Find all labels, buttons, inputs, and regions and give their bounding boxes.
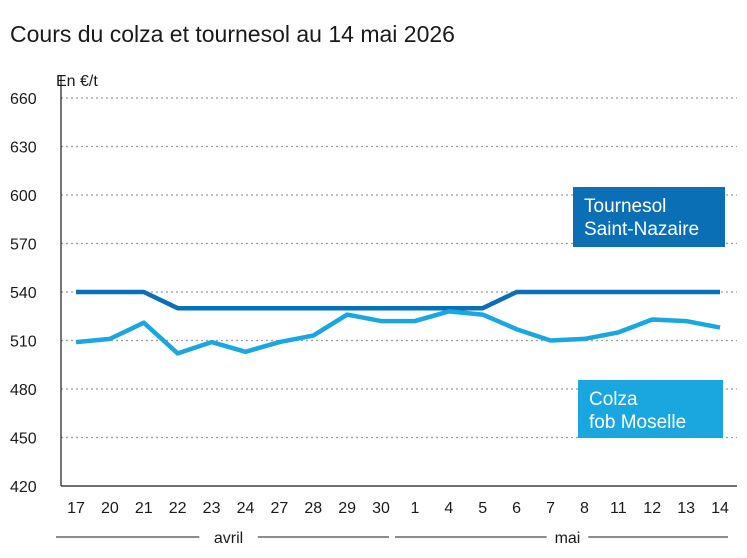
y-tick-label: 660 [10, 91, 37, 108]
series-line-0 [76, 289, 720, 311]
x-tick-label: 8 [580, 500, 589, 517]
y-tick-label: 540 [10, 285, 37, 302]
x-tick-label: 23 [203, 500, 221, 517]
legend-label: Saint-Nazaire [584, 219, 699, 240]
x-tick-label: 22 [169, 500, 187, 517]
x-axis-ticks: 17 20 21 22 23 24 27 28 29 30 1 4 5 6 7 8 11 12 13 14 [67, 500, 729, 517]
x-tick-label: 13 [677, 500, 695, 517]
gridlines [60, 76, 737, 487]
y-axis-label: En €/t [56, 73, 98, 90]
x-tick-label: 27 [270, 500, 288, 517]
x-tick-label: 28 [304, 500, 322, 517]
x-tick-label: 6 [512, 500, 521, 517]
y-tick-label: 630 [10, 140, 37, 157]
y-tick-label: 450 [10, 431, 37, 448]
x-tick-label: 17 [67, 500, 85, 517]
y-tick-label: 600 [10, 188, 37, 205]
legend-label: Colza [589, 389, 638, 410]
legend-swatch [578, 380, 723, 438]
x-tick-label: 5 [478, 500, 487, 517]
month-labels: avril mai [56, 530, 728, 547]
month-label: mai [555, 530, 581, 547]
y-tick-label: 480 [10, 382, 37, 399]
chart-title: Cours du colza et tournesol au 14 mai 20… [10, 21, 455, 47]
x-tick-label: 11 [610, 500, 627, 517]
y-tick-label: 510 [10, 334, 37, 351]
x-tick-label: 12 [643, 500, 661, 517]
month-label: avril [214, 530, 243, 547]
x-tick-label: 29 [338, 500, 356, 517]
series-line-1 [75, 309, 721, 356]
x-tick-label: 7 [546, 500, 555, 517]
x-tick-label: 21 [135, 500, 153, 517]
x-tick-label: 24 [237, 500, 255, 517]
y-tick-label: 570 [10, 237, 37, 254]
y-axis-ticks: 420 450 480 510 540 570 600 630 660 [10, 91, 37, 496]
x-tick-label: 30 [372, 500, 390, 517]
legend-swatch [573, 187, 725, 247]
legend-label: Tournesol [584, 196, 666, 217]
series-lines [75, 289, 721, 356]
legend-label: fob Moselle [589, 412, 686, 433]
x-tick-label: 1 [410, 500, 419, 517]
x-tick-label: 14 [711, 500, 729, 517]
x-tick-label: 4 [444, 500, 453, 517]
x-tick-label: 20 [101, 500, 119, 517]
y-tick-label: 420 [10, 479, 37, 496]
